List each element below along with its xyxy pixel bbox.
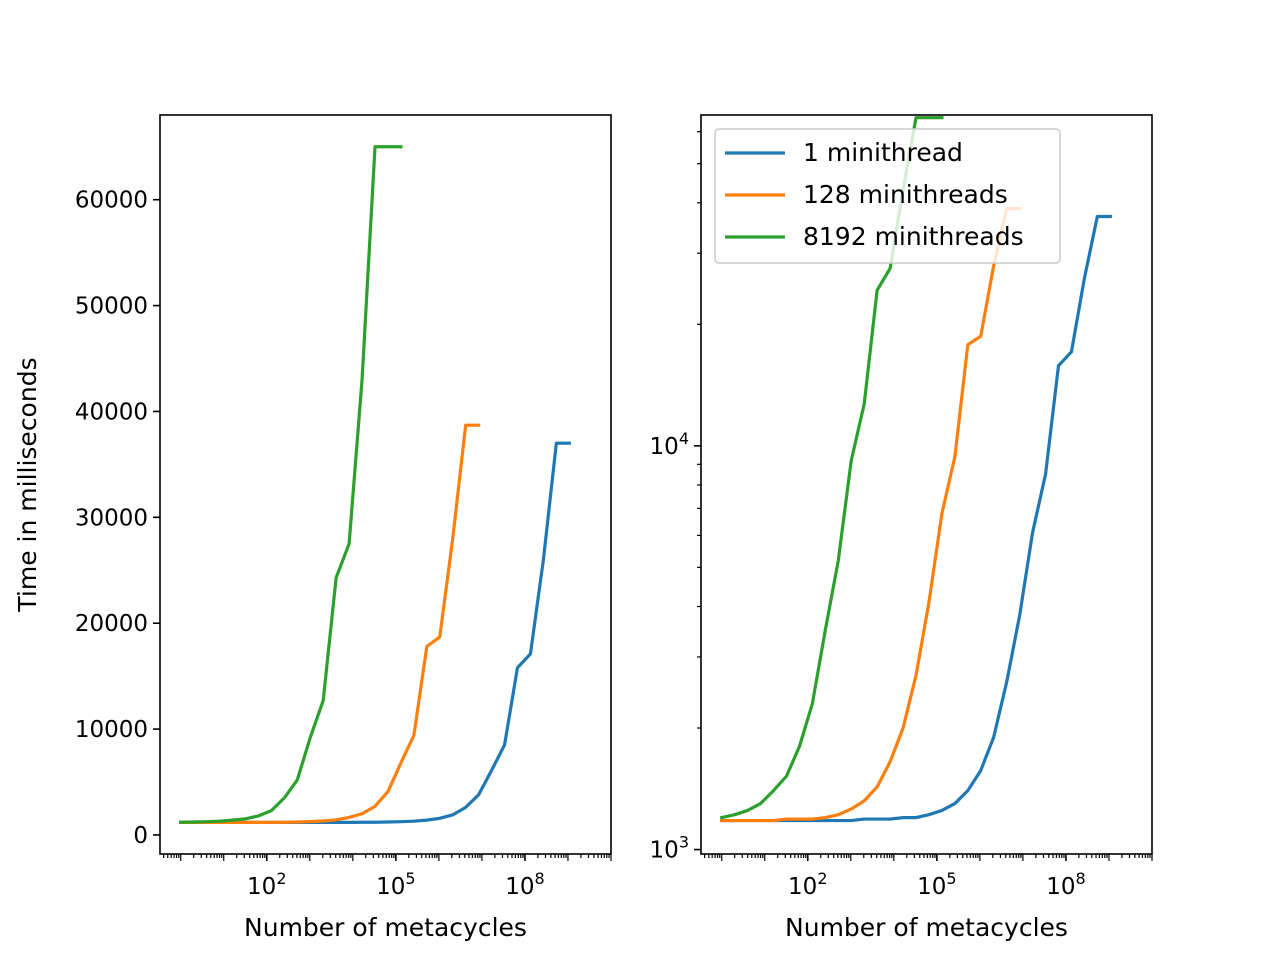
legend-label-1: 1 minithread [803, 138, 963, 167]
left-y-tick-label: 40000 [75, 399, 148, 425]
left-x-tick-label: 102 [247, 869, 286, 900]
legend: 1 minithread 128 minithreads 8192 minithre… [714, 128, 1061, 264]
left-series-line-2 [179, 423, 481, 825]
left-y-axis-label: Time in milliseconds [13, 357, 42, 612]
left-y-tick-label: 60000 [75, 188, 148, 214]
left-chart-panel: 102 105 108 0 10000 20000 30000 40000 50000 60000 [75, 114, 612, 900]
left-y-tick-label: 20000 [75, 611, 148, 637]
left-series-group [179, 145, 571, 825]
right-x-tick-label: 102 [788, 869, 827, 900]
right-x-tick-label: 108 [1046, 869, 1085, 900]
right-series-line-2 [720, 206, 1022, 823]
legend-box [714, 128, 1061, 264]
right-x-axis-label: Number of metacycles [785, 913, 1068, 942]
right-x-tick-label: 105 [917, 869, 956, 900]
legend-label-3: 8192 minithreads [803, 222, 1024, 251]
right-y-tick-label: 104 [650, 429, 689, 460]
left-y-tick-label: 50000 [75, 294, 148, 320]
left-x-tick-label: 108 [505, 869, 544, 900]
left-x-tick-label: 105 [376, 869, 415, 900]
left-axes-frame [159, 114, 612, 855]
legend-label-2: 128 minithreads [803, 180, 1008, 209]
left-y-tick-label: 10000 [75, 717, 148, 743]
left-y-tick-label: 0 [133, 823, 148, 849]
left-x-axis-label: Number of metacycles [244, 913, 527, 942]
left-y-tick-label: 30000 [75, 505, 148, 531]
left-series-line-3 [179, 145, 403, 824]
right-y-tick-label: 103 [650, 833, 689, 864]
